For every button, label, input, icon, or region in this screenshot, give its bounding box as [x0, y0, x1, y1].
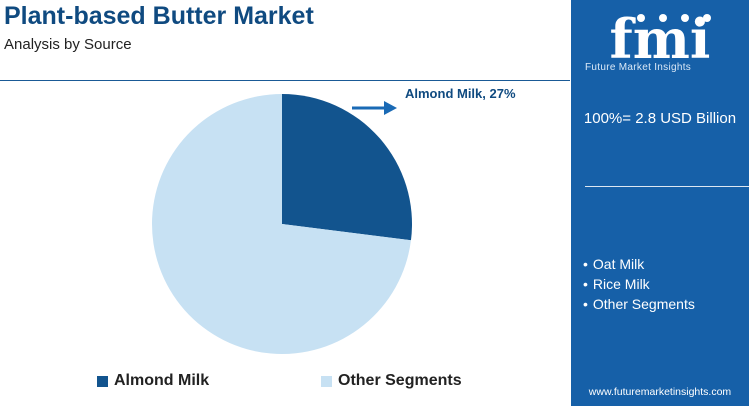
website-link[interactable]: www.futuremarketinsights.com [588, 386, 732, 398]
legend-item-other-segments: Other Segments [321, 372, 462, 390]
arrow-right-icon [352, 101, 397, 115]
list-item: Oat Milk [583, 254, 695, 274]
page-title: Plant-based Butter Market [4, 2, 314, 30]
pie-chart: Almond Milk, 27% [151, 86, 516, 354]
market-total: 100%= 2.8 USD Billion [583, 110, 737, 127]
panel-divider [585, 186, 749, 187]
list-item: Other Segments [583, 294, 695, 314]
legend-label: Other Segments [338, 372, 462, 389]
pie-slice-almond-milk [282, 94, 413, 241]
legend-swatch [321, 375, 332, 387]
fmi-logo-icon: fmi [610, 10, 711, 71]
legend-item-almond-milk: Almond Milk [97, 372, 209, 390]
list-item: Rice Milk [583, 274, 695, 294]
page-subtitle: Analysis by Source [4, 36, 132, 53]
pie-slice-other-segments [151, 94, 411, 354]
legend-label: Almond Milk [114, 372, 210, 389]
header-divider [0, 80, 570, 81]
legend-swatch [97, 375, 108, 387]
callout-label: Almond Milk, 27% [405, 86, 516, 101]
other-segments-list: Oat Milk Rice Milk Other Segments [583, 254, 695, 314]
logo-tagline: Future Market Insights [585, 62, 692, 73]
info-panel: fmi Future Market Insights 100%= 2.8 USD… [571, 0, 749, 406]
